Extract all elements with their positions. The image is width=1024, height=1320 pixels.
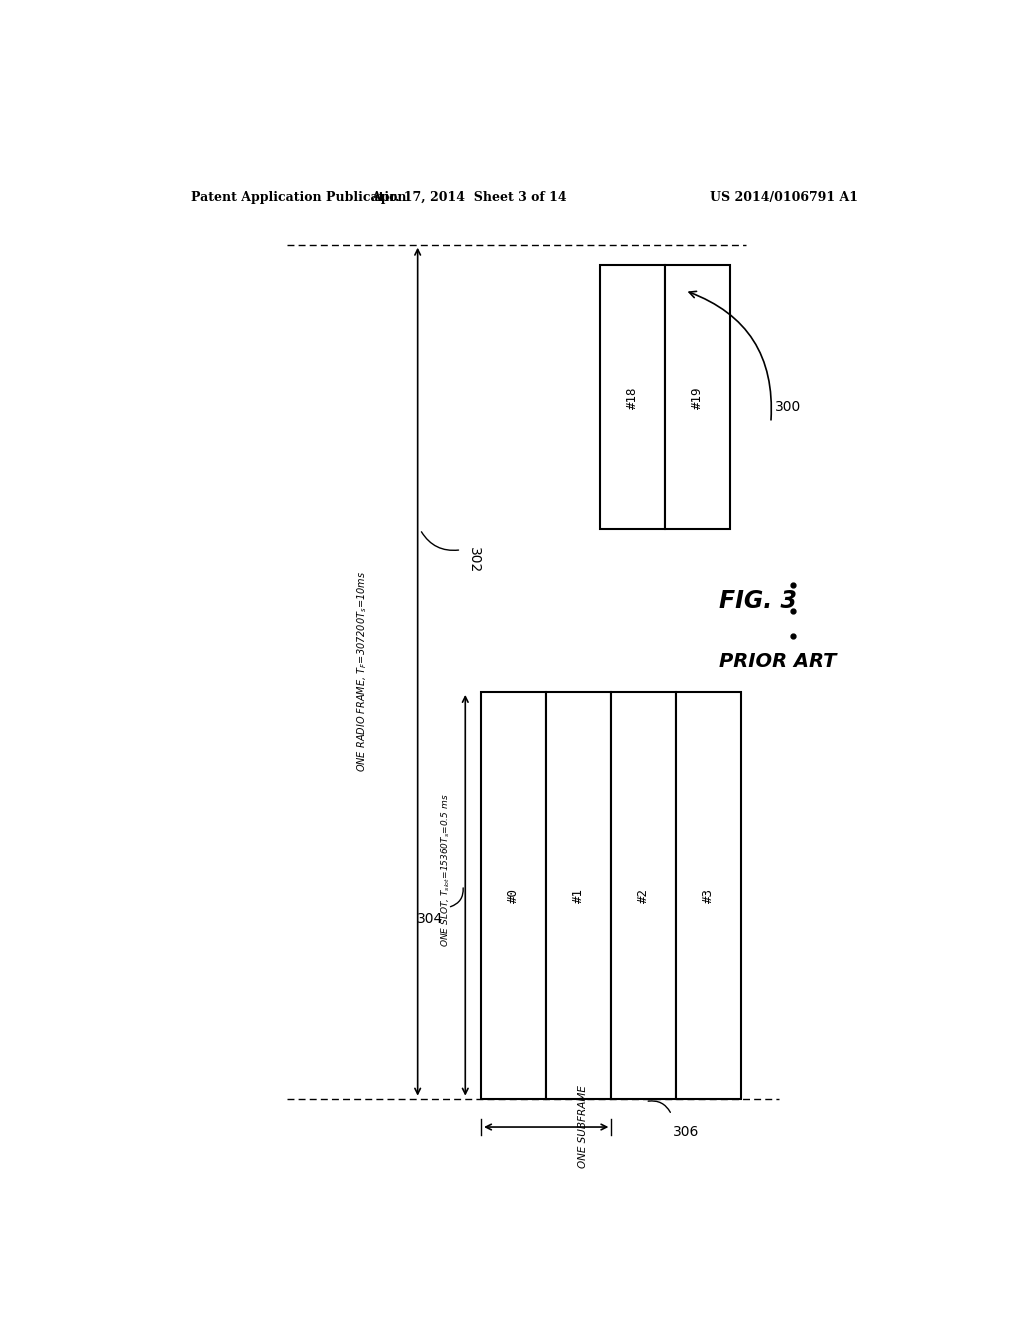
Text: #19: #19 bbox=[691, 385, 705, 408]
Bar bbox=[546, 692, 611, 1098]
Bar bbox=[481, 692, 546, 1098]
Text: 302: 302 bbox=[467, 546, 481, 573]
Bar bbox=[600, 265, 666, 529]
Text: FIG. 3: FIG. 3 bbox=[719, 589, 798, 612]
Text: #3: #3 bbox=[702, 888, 716, 903]
Text: US 2014/0106791 A1: US 2014/0106791 A1 bbox=[710, 191, 858, 203]
Text: 306: 306 bbox=[673, 1125, 699, 1139]
Bar bbox=[666, 265, 730, 529]
Text: PRIOR ART: PRIOR ART bbox=[719, 652, 837, 671]
Text: 304: 304 bbox=[417, 912, 443, 925]
Text: ONE SUBFRAME: ONE SUBFRAME bbox=[578, 1085, 588, 1168]
Text: 300: 300 bbox=[775, 400, 801, 414]
Bar bbox=[677, 692, 741, 1098]
Text: ONE SLOT, $T_{slot}$=15360$T_s$=0.5 ms: ONE SLOT, $T_{slot}$=15360$T_s$=0.5 ms bbox=[439, 793, 452, 946]
Text: ONE RADIO FRAME, $T_F$=307200$T_s$=10ms: ONE RADIO FRAME, $T_F$=307200$T_s$=10ms bbox=[355, 572, 369, 772]
Text: Apr. 17, 2014  Sheet 3 of 14: Apr. 17, 2014 Sheet 3 of 14 bbox=[372, 191, 567, 203]
Bar bbox=[611, 692, 677, 1098]
Text: #0: #0 bbox=[507, 888, 520, 903]
Text: #2: #2 bbox=[637, 888, 650, 903]
Text: Patent Application Publication: Patent Application Publication bbox=[191, 191, 407, 203]
Text: #1: #1 bbox=[572, 888, 586, 903]
Text: #18: #18 bbox=[627, 385, 639, 408]
